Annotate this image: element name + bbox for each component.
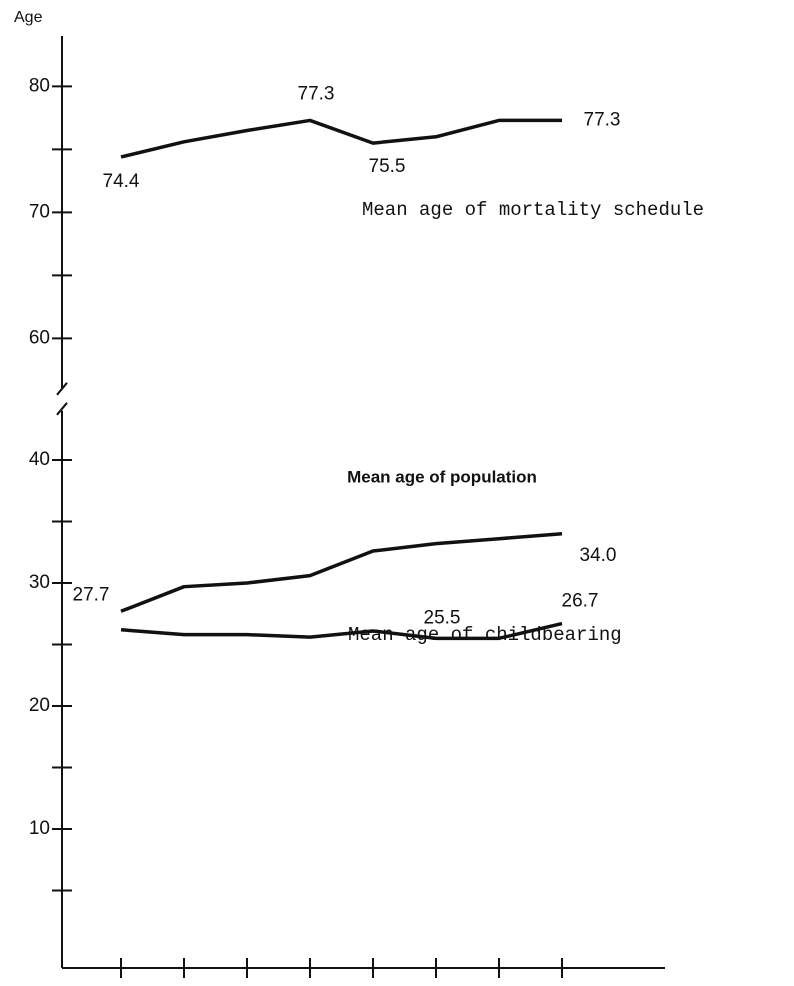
value-label: 74.4 <box>103 171 140 192</box>
y-tick-label: 20 <box>29 695 50 716</box>
value-label: 77.3 <box>584 109 621 130</box>
series-line <box>120 532 563 613</box>
y-axis-label: Age <box>14 9 43 26</box>
value-label: 25.5 <box>424 607 461 628</box>
value-label: 75.5 <box>369 156 406 177</box>
series-label: Mean age of mortality schedule <box>362 199 704 221</box>
value-label: 34.0 <box>580 545 617 566</box>
y-tick-label: 40 <box>29 449 50 470</box>
y-tick-label: 60 <box>29 327 50 348</box>
y-tick-label: 80 <box>29 75 50 96</box>
y-tick-label: 30 <box>29 572 50 593</box>
value-label: 77.3 <box>298 83 335 104</box>
value-label: 26.7 <box>562 591 599 612</box>
y-tick-label: 10 <box>29 818 50 839</box>
y-tick-label: 70 <box>29 201 50 222</box>
series-label: Mean age of childbearing <box>348 624 622 646</box>
series-label: Mean age of population <box>347 467 537 486</box>
value-label: 27.7 <box>73 584 110 605</box>
axis-break <box>56 382 68 416</box>
series-line <box>120 621 563 641</box>
series-line <box>120 118 562 159</box>
